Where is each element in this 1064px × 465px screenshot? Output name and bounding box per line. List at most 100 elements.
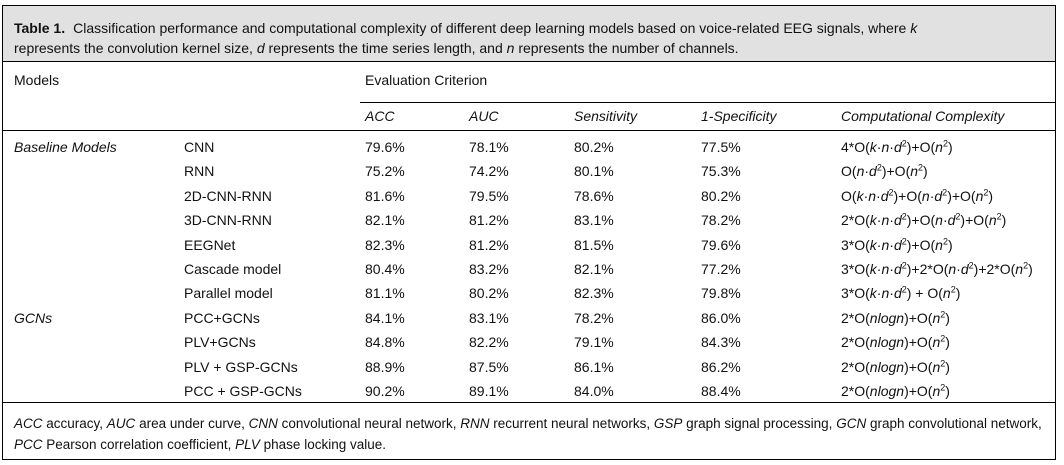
caption-text: represents the convolution kernel size, xyxy=(14,40,257,56)
cell-acc: 88.9% xyxy=(365,358,405,375)
header-evaluation: Evaluation Criterion xyxy=(365,72,488,88)
cell-specificity: 78.2% xyxy=(701,212,741,229)
cell-specificity: 88.4% xyxy=(701,383,741,399)
caption-text: represents the time series length, and xyxy=(264,40,507,56)
table-label: Table 1. xyxy=(14,20,66,36)
cell-auc: 81.2% xyxy=(469,236,509,253)
cell-acc: 75.2% xyxy=(365,163,405,180)
table-frame: Table 1. Classification performance and c… xyxy=(2,5,1056,460)
cell-sensitivity: 78.6% xyxy=(574,187,614,204)
cell-sensitivity: 81.5% xyxy=(574,236,614,253)
cell-specificity: 79.8% xyxy=(701,285,741,302)
footnote-term: PLV xyxy=(235,437,260,452)
col-sensitivity: Sensitivity xyxy=(574,108,638,124)
cell-model: PLV+GCNs xyxy=(184,334,256,351)
footnote-definition: graph convolutional network, xyxy=(866,416,1042,431)
cell-specificity: 77.5% xyxy=(701,139,741,155)
col-complexity: Computational Complexity xyxy=(841,108,1005,124)
caption-band: Table 1. Classification performance and c… xyxy=(3,6,1055,62)
footnote-definition: convolutional neural network, xyxy=(277,416,461,431)
cell-complexity: 3*O(k·n·d2)+O(n2) xyxy=(841,235,953,253)
cell-acc: 81.6% xyxy=(365,187,405,204)
cell-acc: 79.6% xyxy=(365,139,405,155)
col-specificity: 1-Specificity xyxy=(701,108,777,124)
cell-complexity: 2*O(nlogn)+O(n2) xyxy=(841,382,950,399)
caption-var-n: n xyxy=(506,40,515,56)
col-acc: ACC xyxy=(365,108,395,124)
table-caption: Table 1. Classification performance and c… xyxy=(14,18,1050,58)
cell-sensitivity: 79.1% xyxy=(574,334,614,351)
cell-complexity: 2*O(nlogn)+O(n2) xyxy=(841,333,950,351)
cell-specificity: 80.2% xyxy=(701,187,741,204)
cell-complexity: 3*O(k·n·d2) + O(n2) xyxy=(841,284,961,302)
cell-auc: 74.2% xyxy=(469,163,509,180)
cell-sensitivity: 82.3% xyxy=(574,285,614,302)
group-baseline: Baseline Models xyxy=(14,139,117,155)
cell-complexity: 2*O(k·n·d2)+O(n·d2)+O(n2) xyxy=(841,211,1007,229)
cell-acc: 90.2% xyxy=(365,383,405,399)
cell-auc: 78.1% xyxy=(469,139,509,155)
cell-acc: 84.8% xyxy=(365,334,405,351)
caption-var-d: d xyxy=(256,40,265,56)
cell-sensitivity: 80.1% xyxy=(574,163,614,180)
caption-text: represents the number of channels. xyxy=(514,40,739,56)
cell-sensitivity: 84.0% xyxy=(574,383,614,399)
footnote-definition: accuracy, xyxy=(42,416,107,431)
cell-acc: 82.3% xyxy=(365,236,405,253)
cell-model: PLV + GSP-GCNs xyxy=(184,358,298,375)
cell-complexity: 2*O(nlogn)+O(n2) xyxy=(841,309,950,326)
cell-specificity: 79.6% xyxy=(701,236,741,253)
caption-text: Classification performance and computati… xyxy=(73,20,911,36)
footnote-term: RNN xyxy=(460,416,490,431)
cell-auc: 89.1% xyxy=(469,383,509,399)
cell-complexity: 3*O(k·n·d2)+2*O(n·d2)+2*O(n2) xyxy=(841,260,1033,277)
cell-auc: 83.2% xyxy=(469,261,509,277)
cell-sensitivity: 78.2% xyxy=(574,309,614,326)
footnote-term: GCN xyxy=(836,416,867,431)
cell-complexity: 4*O(k·n·d2)+O(n2) xyxy=(841,138,953,155)
cell-sensitivity: 83.1% xyxy=(574,212,614,229)
footnote-term: PCC xyxy=(14,437,43,452)
cell-model: Cascade model xyxy=(184,261,282,277)
cell-sensitivity: 86.1% xyxy=(574,358,614,375)
footnote-definition: graph signal processing, xyxy=(682,416,837,431)
cell-auc: 81.2% xyxy=(469,212,509,229)
cell-auc: 82.2% xyxy=(469,334,509,351)
caption-var-k: k xyxy=(910,20,918,36)
footnote-term: GSP xyxy=(653,416,683,431)
cell-acc: 82.1% xyxy=(365,212,405,229)
cell-model: EEGNet xyxy=(184,236,236,253)
footnote-term: CNN xyxy=(248,416,278,431)
cell-sensitivity: 82.1% xyxy=(574,261,614,277)
cell-model: RNN xyxy=(184,163,215,180)
cell-model: 3D-CNN-RNN xyxy=(184,212,272,229)
header-models: Models xyxy=(14,72,60,88)
table-footnote: ACC accuracy, AUC area under curve, CNN … xyxy=(14,413,1050,455)
cell-auc: 80.2% xyxy=(469,285,509,302)
cell-acc: 80.4% xyxy=(365,261,405,277)
cell-model: PCC + GSP-GCNs xyxy=(184,383,302,399)
cell-complexity: O(n·d2)+O(n2) xyxy=(841,162,928,180)
cell-specificity: 77.2% xyxy=(701,261,741,277)
footnote-definition: Pearson correlation coefficient, xyxy=(42,437,236,452)
cell-acc: 81.1% xyxy=(365,285,405,302)
footnote-definition: area under curve, xyxy=(135,416,249,431)
header-rule xyxy=(3,130,1055,131)
footnote-term: ACC xyxy=(14,416,43,431)
cell-acc: 84.1% xyxy=(365,309,405,326)
cell-complexity: O(k·n·d2)+O(n·d2)+O(n2) xyxy=(841,187,994,204)
cell-model: Parallel model xyxy=(184,285,273,302)
group-gcns: GCNs xyxy=(14,310,53,326)
footnote-definition: phase locking value. xyxy=(259,437,386,452)
cell-auc: 87.5% xyxy=(469,358,509,375)
cell-specificity: 86.2% xyxy=(701,358,741,375)
cell-specificity: 86.0% xyxy=(701,309,741,326)
footer-rule xyxy=(3,402,1055,403)
cell-auc: 83.1% xyxy=(469,309,509,326)
cell-specificity: 75.3% xyxy=(701,163,741,180)
header-subrule xyxy=(360,102,1055,103)
footnote-definition: recurrent neural networks, xyxy=(489,416,654,431)
cell-model: PCC+GCNs xyxy=(184,309,260,326)
footnote-term: AUC xyxy=(106,416,136,431)
cell-model: 2D-CNN-RNN xyxy=(184,187,272,204)
